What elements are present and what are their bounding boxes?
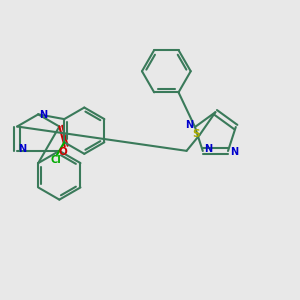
Text: N: N — [18, 144, 26, 154]
Text: S: S — [193, 129, 200, 139]
Text: N: N — [204, 144, 212, 154]
Text: N: N — [186, 120, 194, 130]
Text: O: O — [59, 147, 68, 157]
Text: Cl: Cl — [50, 155, 61, 165]
Text: N: N — [40, 110, 48, 120]
Text: N: N — [230, 147, 238, 157]
